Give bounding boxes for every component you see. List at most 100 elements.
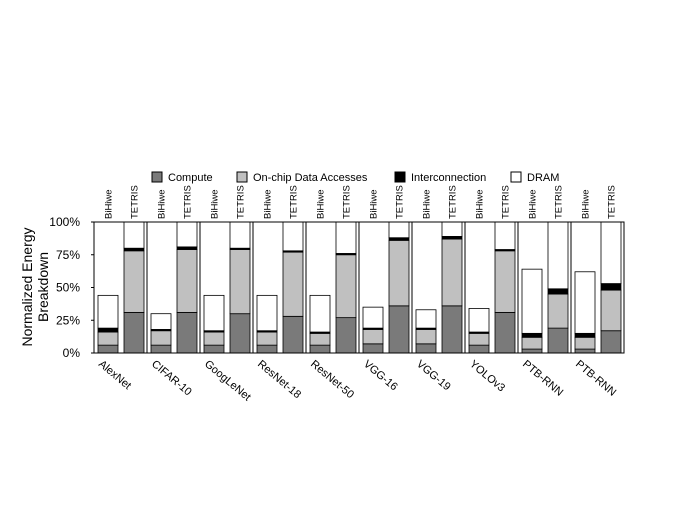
legend-label: On-chip Data Accesses [253, 172, 368, 184]
x-tick-label: CIFAR-10 [149, 358, 194, 398]
x-tick-label: AlexNet [96, 358, 133, 392]
y-axis-title-line: Breakdown [35, 252, 51, 322]
x-tick-label: YOLOv3 [467, 358, 507, 394]
x-tick-label: ResNet-50 [308, 358, 356, 401]
bar-label: BiHiwe [369, 189, 380, 219]
bar-segment [521, 348, 543, 354]
y-axis-title-line: Normalized Energy [19, 227, 35, 346]
bar-label: TETRIS [236, 185, 247, 219]
bar-segment [494, 221, 516, 250]
bar-group: BiHiwe TETRIS [150, 185, 198, 354]
bar-label: TETRIS [289, 185, 300, 219]
x-tick-label: VGG-19 [414, 358, 453, 393]
bar-group: BiHiwe TETRIS [203, 185, 251, 354]
bar-segment [441, 221, 463, 237]
bar-label: BiHiwe [528, 189, 539, 219]
legend-item: DRAM [510, 171, 559, 184]
bar-segment [256, 331, 278, 346]
bar-segment [150, 330, 172, 346]
bar-group: BiHiwe TETRIS [521, 185, 569, 354]
bar-segment [574, 332, 596, 338]
bar-segment [309, 294, 331, 333]
y-axis-label: Normalized EnergyBreakdown [19, 227, 51, 346]
bar-segment [600, 330, 622, 354]
bar-segment [150, 313, 172, 330]
bar-group: BiHiwe TETRIS [415, 185, 463, 354]
y-tick-label: 50% [56, 281, 80, 295]
bar-segment [547, 293, 569, 329]
legend-item: Interconnection [394, 171, 486, 184]
bar-segment [229, 313, 251, 354]
bar-label: TETRIS [183, 185, 194, 219]
x-tick-label: PTB-RNN [573, 358, 618, 399]
y-tick-label: 75% [56, 248, 80, 262]
bar-segment [97, 327, 119, 333]
bar-group: BiHiwe TETRIS [309, 185, 357, 354]
bar-segment [229, 221, 251, 249]
bar-segment [282, 315, 304, 354]
y-tick-label: 25% [56, 313, 80, 327]
legend-item: On-chip Data Accesses [236, 171, 368, 184]
bar-segment [415, 329, 437, 345]
bar-label: TETRIS [342, 185, 353, 219]
plot-area: BiHiwe TETRIS BiHiwe TETRIS BiHiwe TETRIS BiHi… [93, 185, 625, 354]
y-axis-title: Normalized EnergyBreakdown [19, 227, 51, 346]
bar-segment [282, 221, 304, 252]
bar-segment [441, 305, 463, 354]
bar-segment [256, 294, 278, 332]
bar-segment [468, 308, 490, 333]
bar-segment [494, 250, 516, 313]
legend-swatch [510, 171, 522, 183]
x-tick-label: PTB-RNN [520, 358, 565, 399]
bar-segment [309, 332, 331, 346]
bar-label: BiHiwe [104, 189, 115, 219]
bar-segment [574, 271, 596, 334]
bar-segment [309, 344, 331, 354]
bar-label: BiHiwe [157, 189, 168, 219]
bar-segment [335, 221, 357, 254]
bar-segment [362, 306, 384, 329]
bar-label: TETRIS [130, 185, 141, 219]
bar-segment [203, 344, 225, 354]
bar-segment [362, 329, 384, 345]
x-tick-label: GoogLeNet [202, 358, 253, 403]
bar-label: TETRIS [554, 185, 565, 219]
bar-group: BiHiwe TETRIS [574, 185, 622, 354]
bar-segment [574, 336, 596, 350]
bar-segment [203, 294, 225, 332]
bar-segment [468, 344, 490, 354]
bar-segment [547, 288, 569, 295]
bar-segment [521, 332, 543, 338]
bar-segment [335, 254, 357, 319]
bar-label: BiHiwe [475, 189, 486, 219]
legend-label: Interconnection [411, 172, 486, 184]
bar-label: TETRIS [501, 185, 512, 219]
legend-swatch [394, 171, 406, 183]
legend-swatch [151, 171, 163, 183]
bar-segment [150, 344, 172, 354]
bar-label: TETRIS [448, 185, 459, 219]
bar-segment [123, 221, 145, 249]
bar-segment [176, 221, 198, 248]
legend-item: Compute [151, 171, 213, 184]
x-tick-label: VGG-16 [361, 358, 400, 393]
bar-label: BiHiwe [316, 189, 327, 219]
bar-group: BiHiwe TETRIS [97, 185, 145, 354]
bar-segment [441, 238, 463, 307]
bar-segment [415, 343, 437, 354]
bar-segment [97, 331, 119, 346]
bar-segment [176, 311, 198, 354]
bar-segment [97, 294, 119, 329]
bar-segment [335, 317, 357, 354]
plot-frame [93, 221, 625, 354]
bar-segment [600, 221, 622, 284]
bar-segment [256, 344, 278, 354]
bar-label: BiHiwe [581, 189, 592, 219]
bar-segment [97, 344, 119, 354]
bar-segment [229, 249, 251, 315]
bar-segment [468, 332, 490, 346]
bar-segment [282, 251, 304, 317]
bar-segment [494, 311, 516, 354]
bar-segment [415, 309, 437, 329]
